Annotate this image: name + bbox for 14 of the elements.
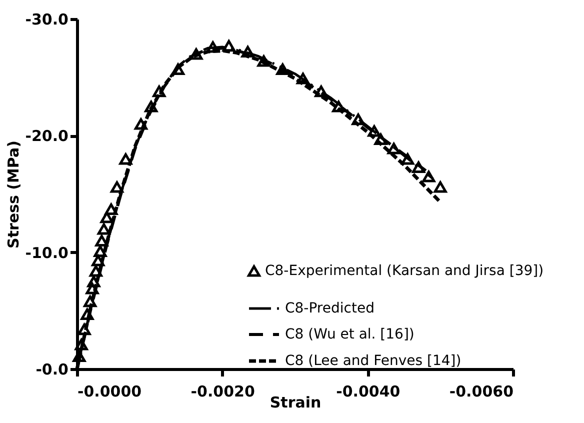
y-tick-label: -30.0 <box>25 10 68 28</box>
y-tick-label: -20.0 <box>25 127 68 146</box>
legend-label: C8 (Wu et al. [16]) <box>285 326 414 342</box>
legend-label: C8-Predicted <box>285 300 374 316</box>
x-tick-label: -0.0000 <box>78 382 142 400</box>
y-tick-label: -10.0 <box>25 244 68 262</box>
x-tick-label: -0.0060 <box>449 382 514 400</box>
x-axis-title: Strain <box>270 394 322 412</box>
y-axis-title: Stress (MPa) <box>4 140 22 248</box>
legend-label: C8-Experimental (Karsan and Jirsa [39]) <box>265 263 544 279</box>
x-tick-label: -0.0040 <box>336 382 400 400</box>
legend-label: C8 (Lee and Fenves [14]) <box>285 353 462 369</box>
y-tick-label: -0.0 <box>36 360 68 378</box>
x-tick-label: -0.0020 <box>190 382 255 400</box>
